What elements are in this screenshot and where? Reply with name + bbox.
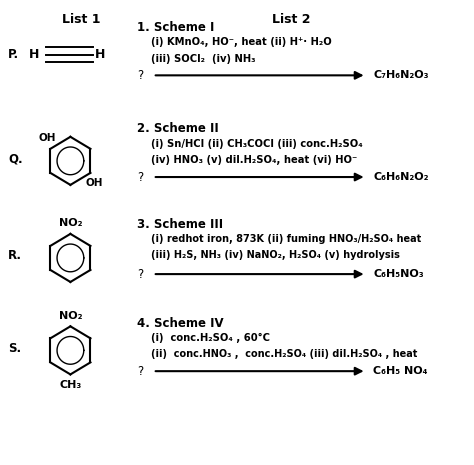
Text: C₆H₆N₂O₂: C₆H₆N₂O₂ <box>373 172 428 182</box>
Text: 1. Scheme I: 1. Scheme I <box>137 21 215 34</box>
Text: (iv) HNO₃ (v) dil.H₂SO₄, heat (vi) HO⁻: (iv) HNO₃ (v) dil.H₂SO₄, heat (vi) HO⁻ <box>151 155 357 166</box>
Text: OH: OH <box>85 179 103 188</box>
Text: (ii)  conc.HNO₃ ,  conc.H₂SO₄ (iii) dil.H₂SO₄ , heat: (ii) conc.HNO₃ , conc.H₂SO₄ (iii) dil.H₂… <box>151 349 417 359</box>
Text: (i) KMnO₄, HO⁻, heat (ii) H⁺· H₂O: (i) KMnO₄, HO⁻, heat (ii) H⁺· H₂O <box>151 38 331 47</box>
Text: NO₂: NO₂ <box>59 311 82 321</box>
Text: CH₃: CH₃ <box>59 380 82 390</box>
Text: OH: OH <box>38 133 55 143</box>
Text: R.: R. <box>8 249 22 262</box>
Text: 3. Scheme III: 3. Scheme III <box>137 218 223 231</box>
Text: C₆H₅NO₃: C₆H₅NO₃ <box>373 269 424 279</box>
Text: C₆H₅ NO₄: C₆H₅ NO₄ <box>373 366 428 376</box>
Text: 2. Scheme II: 2. Scheme II <box>137 122 219 135</box>
Text: (i)  conc.H₂SO₄ , 60°C: (i) conc.H₂SO₄ , 60°C <box>151 333 270 343</box>
Text: S.: S. <box>8 342 21 354</box>
Text: (i) redhot iron, 873K (ii) fuming HNO₃/H₂SO₄ heat: (i) redhot iron, 873K (ii) fuming HNO₃/H… <box>151 234 421 244</box>
Text: (i) Sn/HCl (ii) CH₃COCl (iii) conc.H₂SO₄: (i) Sn/HCl (ii) CH₃COCl (iii) conc.H₂SO₄ <box>151 139 362 149</box>
Text: H: H <box>29 48 39 61</box>
Text: ?: ? <box>137 69 144 82</box>
Text: List 2: List 2 <box>272 13 310 26</box>
Text: P.: P. <box>8 48 19 61</box>
Text: 4. Scheme IV: 4. Scheme IV <box>137 317 224 330</box>
Text: H: H <box>95 48 105 61</box>
Text: NO₂: NO₂ <box>59 219 82 228</box>
Text: Q.: Q. <box>8 152 23 165</box>
Text: (iii) SOCl₂  (iv) NH₃: (iii) SOCl₂ (iv) NH₃ <box>151 53 255 64</box>
Text: C₇H₆N₂O₃: C₇H₆N₂O₃ <box>373 70 428 80</box>
Text: ?: ? <box>137 365 144 378</box>
Text: ?: ? <box>137 267 144 280</box>
Text: (iii) H₂S, NH₃ (iv) NaNO₂, H₂SO₄ (v) hydrolysis: (iii) H₂S, NH₃ (iv) NaNO₂, H₂SO₄ (v) hyd… <box>151 250 400 260</box>
Text: ?: ? <box>137 171 144 184</box>
Text: List 1: List 1 <box>62 13 101 26</box>
